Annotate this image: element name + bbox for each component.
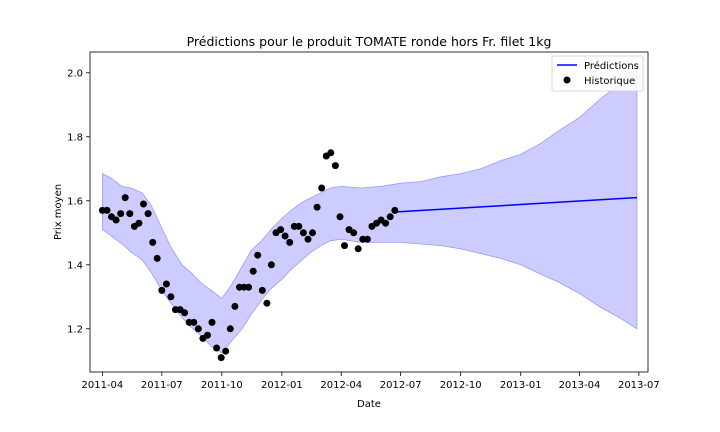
x-tick-label: 2012-10 xyxy=(440,380,482,391)
history-point xyxy=(121,194,129,202)
legend-history-label: Historique xyxy=(584,76,635,87)
history-point xyxy=(222,347,230,355)
history-point xyxy=(318,184,326,192)
chart-title: Prédictions pour le produit TOMATE ronde… xyxy=(187,34,552,49)
history-point xyxy=(304,235,312,243)
history-point xyxy=(135,219,143,227)
history-point xyxy=(153,254,161,262)
history-point xyxy=(162,280,170,288)
history-point xyxy=(126,210,134,218)
history-point xyxy=(309,229,316,237)
x-tick-label: 2012-04 xyxy=(320,380,362,391)
history-point xyxy=(140,200,147,208)
history-point xyxy=(277,226,285,234)
x-tick-label: 2012-01 xyxy=(261,380,303,391)
history-point xyxy=(249,267,257,275)
history-point xyxy=(354,245,362,253)
history-point xyxy=(391,206,399,214)
history-point xyxy=(226,325,234,333)
history-point xyxy=(231,302,239,310)
history-point xyxy=(103,206,111,214)
x-tick-label: 2013-07 xyxy=(618,380,660,391)
history-point xyxy=(281,232,289,240)
history-point xyxy=(112,216,120,224)
history-point xyxy=(167,293,175,301)
history-point xyxy=(336,213,344,221)
history-points xyxy=(98,149,399,362)
legend: Prédictions Historique xyxy=(551,55,644,92)
plot-area xyxy=(98,63,638,362)
history-point xyxy=(149,238,157,246)
history-point xyxy=(341,242,348,250)
history-point xyxy=(181,309,189,317)
legend-history-marker xyxy=(563,76,571,84)
x-tick-label: 2013-04 xyxy=(559,380,601,391)
history-point xyxy=(331,162,339,170)
x-axis: 2011-04 2011-07 2011-10 2012-01 2012-04 2012-… xyxy=(82,372,660,391)
x-tick-label: 2012-07 xyxy=(380,380,422,391)
history-point xyxy=(204,331,211,339)
prediction-line xyxy=(394,196,637,213)
history-point xyxy=(245,283,253,291)
y-tick-label: 1.8 xyxy=(67,132,83,143)
x-tick-label: 2011-10 xyxy=(201,380,243,391)
history-point xyxy=(263,299,271,307)
history-point xyxy=(144,210,152,218)
history-point xyxy=(190,318,198,326)
history-point xyxy=(267,261,275,269)
y-tick-label: 1.4 xyxy=(67,260,83,271)
x-tick-label: 2013-01 xyxy=(500,380,542,391)
history-point xyxy=(327,149,335,157)
y-tick-label: 1.2 xyxy=(67,324,83,335)
history-point xyxy=(258,286,266,294)
history-point xyxy=(382,219,390,227)
history-point xyxy=(158,286,166,294)
x-tick-label: 2011-04 xyxy=(82,380,124,391)
history-point xyxy=(286,238,294,246)
legend-prediction-label: Prédictions xyxy=(584,60,639,72)
history-point xyxy=(363,235,371,243)
history-point xyxy=(295,222,303,230)
x-tick-label: 2011-07 xyxy=(141,380,183,391)
axes-frame xyxy=(89,51,649,373)
history-point xyxy=(117,210,125,218)
history-point xyxy=(208,318,216,326)
y-axis-label: Prix moyen xyxy=(53,184,64,240)
history-point xyxy=(217,354,225,362)
history-point xyxy=(194,325,202,333)
y-axis: 1.2 1.4 1.6 1.8 2.0 xyxy=(67,68,90,335)
history-point xyxy=(254,251,262,259)
y-tick-label: 2.0 xyxy=(67,68,83,79)
history-point xyxy=(313,203,321,211)
history-point xyxy=(350,229,358,237)
x-axis-label: Date xyxy=(357,399,381,410)
history-point xyxy=(299,229,307,237)
y-tick-label: 1.6 xyxy=(67,196,83,207)
history-point xyxy=(386,213,394,221)
history-point xyxy=(213,344,221,352)
